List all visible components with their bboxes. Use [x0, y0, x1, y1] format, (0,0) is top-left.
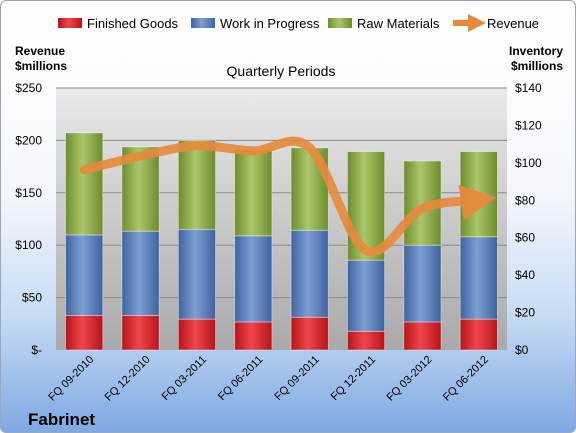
right-tick-label: $80: [515, 193, 535, 207]
right-tick-label: $120: [515, 118, 542, 132]
bar-raw-materials: [65, 132, 104, 236]
right-tick-label: $60: [515, 231, 535, 245]
left-tick-label: $-: [31, 343, 42, 357]
bar-work-in-progress: [177, 228, 216, 320]
left-tick-label: $200: [15, 133, 42, 147]
legend-label-revenue: Revenue: [487, 16, 539, 31]
legend-label-finished-goods: Finished Goods: [87, 16, 179, 31]
legend-item-finished-goods: Finished Goods: [58, 16, 179, 31]
legend-swatch-raw-materials: [328, 18, 352, 28]
left-tick-label: $150: [15, 186, 42, 200]
bar-finished-goods: [177, 318, 216, 351]
right-axis-ticks: $0 $20 $40 $60 $80 $100 $120 $140: [515, 81, 542, 357]
x-tick-label: FQ 12-2011: [329, 354, 378, 403]
right-tick-label: $100: [515, 156, 542, 170]
x-tick-label: FQ 03-2011: [160, 354, 209, 403]
left-tick-label: $50: [22, 291, 42, 305]
legend: Finished Goods Work in Progress Raw Mate…: [58, 14, 539, 32]
x-axis-labels: FQ 09-2010 FQ 12-2010 FQ 03-2011 FQ 06-2011…: [46, 354, 491, 404]
left-axis-title-line2: $millions: [15, 59, 67, 73]
bars: [65, 132, 498, 351]
bar-work-in-progress: [403, 244, 442, 323]
bar-finished-goods: [290, 316, 329, 351]
bar-raw-materials: [347, 151, 386, 261]
bar-work-in-progress: [234, 235, 273, 323]
bar-work-in-progress: [121, 230, 160, 316]
bar-raw-materials: [459, 151, 498, 238]
bar-work-in-progress: [459, 236, 498, 320]
x-tick-label: FQ 09-2010: [46, 354, 96, 404]
bar-raw-materials: [177, 139, 216, 230]
legend-item-revenue: Revenue: [453, 14, 539, 32]
revenue-line: [79, 136, 497, 257]
bar-finished-goods: [347, 330, 386, 351]
chart-title: Quarterly Periods: [227, 63, 336, 79]
x-tick-label: FQ 06-2011: [216, 354, 265, 403]
legend-swatch-finished-goods: [58, 18, 82, 28]
bar-raw-materials: [234, 149, 273, 237]
right-tick-label: $0: [515, 343, 529, 357]
bar-finished-goods: [65, 314, 104, 351]
right-tick-label: $40: [515, 268, 535, 282]
x-tick-label: FQ 06-2012: [441, 354, 491, 404]
x-tick-label: FQ 12-2010: [103, 354, 153, 404]
revenue-line-path: [79, 136, 497, 257]
right-axis-title-line2: $millions: [511, 59, 563, 73]
right-tick-label: $140: [515, 81, 542, 95]
legend-label-raw-materials: Raw Materials: [357, 16, 440, 31]
legend-label-work-in-progress: Work in Progress: [220, 16, 320, 31]
bar-finished-goods: [121, 314, 160, 351]
bar-work-in-progress: [347, 259, 386, 332]
legend-item-raw-materials: Raw Materials: [328, 16, 440, 31]
left-tick-label: $250: [15, 81, 42, 95]
x-tick-label: FQ 09-2011: [272, 354, 321, 403]
right-tick-label: $20: [515, 306, 535, 320]
legend-swatch-work-in-progress: [191, 18, 215, 28]
left-axis-title-line1: Revenue: [15, 44, 65, 58]
bar-work-in-progress: [65, 234, 104, 316]
left-tick-label: $100: [15, 238, 42, 252]
x-tick-label: FQ 03-2012: [385, 354, 435, 404]
bar-finished-goods: [459, 318, 498, 351]
bar-finished-goods: [403, 321, 442, 351]
right-axis-title-line1: Inventory: [509, 44, 563, 58]
legend-item-work-in-progress: Work in Progress: [191, 16, 320, 31]
bar-work-in-progress: [290, 229, 329, 318]
company-name: Fabrinet: [28, 410, 95, 429]
bar-finished-goods: [234, 321, 273, 351]
left-axis-ticks: $- $50 $100 $150 $200 $250: [15, 81, 42, 357]
